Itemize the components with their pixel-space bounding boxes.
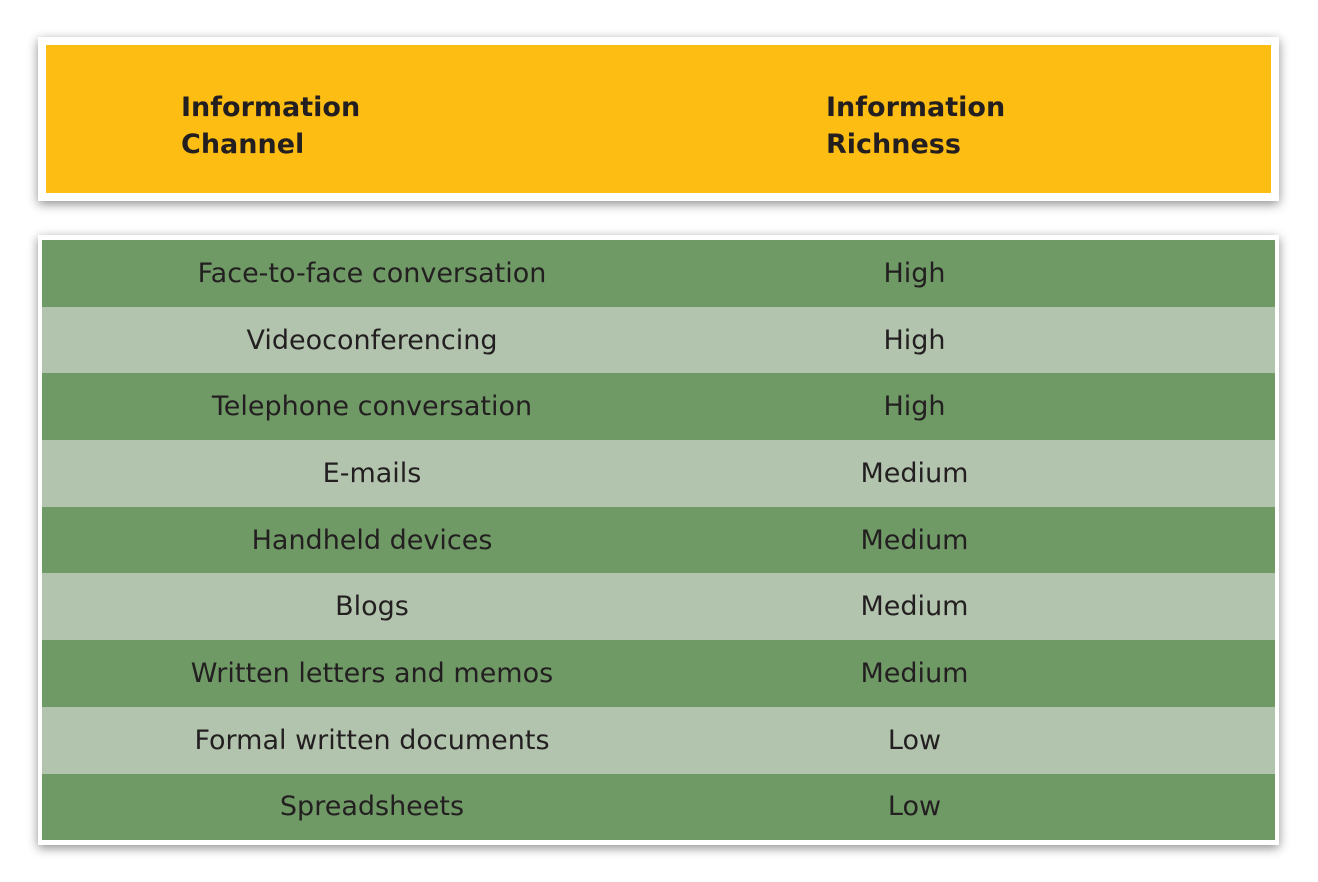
column-header-richness: Information Richness [826, 89, 1005, 163]
richness-cell: Low [887, 724, 942, 756]
table-row: Formal written documents Low [42, 706, 1275, 774]
channel-cell: Videoconferencing [246, 324, 498, 356]
table-row: E-mails Medium [42, 440, 1275, 507]
richness-cell: Medium [860, 591, 969, 623]
channel-cell: Written letters and memos [190, 657, 554, 689]
table-row: Handheld devices Medium [42, 506, 1275, 574]
channel-cell: Formal written documents [194, 724, 550, 756]
channel-cell: Telephone conversation [211, 391, 533, 423]
richness-cell: High [883, 324, 946, 356]
richness-cell: Medium [860, 457, 969, 489]
table-body: Face-to-face conversation High Videoconfer… [38, 235, 1279, 845]
channel-cell: Spreadsheets [279, 791, 465, 823]
richness-cell: Low [887, 791, 942, 823]
table-row: Videoconferencing High [42, 306, 1275, 374]
channel-cell: Face-to-face conversation [197, 257, 547, 289]
column-header-channel-line1: Information [181, 92, 361, 123]
richness-cell: High [883, 257, 946, 289]
table-row: Telephone conversation High [42, 373, 1275, 441]
table-row: Face-to-face conversation High [42, 240, 1275, 307]
table-header-band: Information Channel Information Richness [46, 45, 1271, 193]
table-row: Spreadsheets Low [42, 773, 1275, 841]
richness-cell: Medium [860, 657, 969, 689]
channel-cell: Handheld devices [251, 524, 493, 556]
table-header: Information Channel Information Richness [38, 37, 1279, 201]
table-row: Blogs Medium [42, 573, 1275, 641]
channel-cell: Blogs [335, 591, 409, 623]
richness-cell: Medium [860, 524, 969, 556]
column-header-channel-line2: Channel [181, 129, 305, 160]
column-header-richness-line2: Richness [826, 129, 961, 160]
channel-cell: E-mails [322, 457, 422, 489]
table-row: Written letters and memos Medium [42, 640, 1275, 707]
column-header-richness-line1: Information [826, 92, 1006, 123]
column-header-channel: Information Channel [181, 89, 360, 163]
richness-cell: High [883, 391, 946, 423]
